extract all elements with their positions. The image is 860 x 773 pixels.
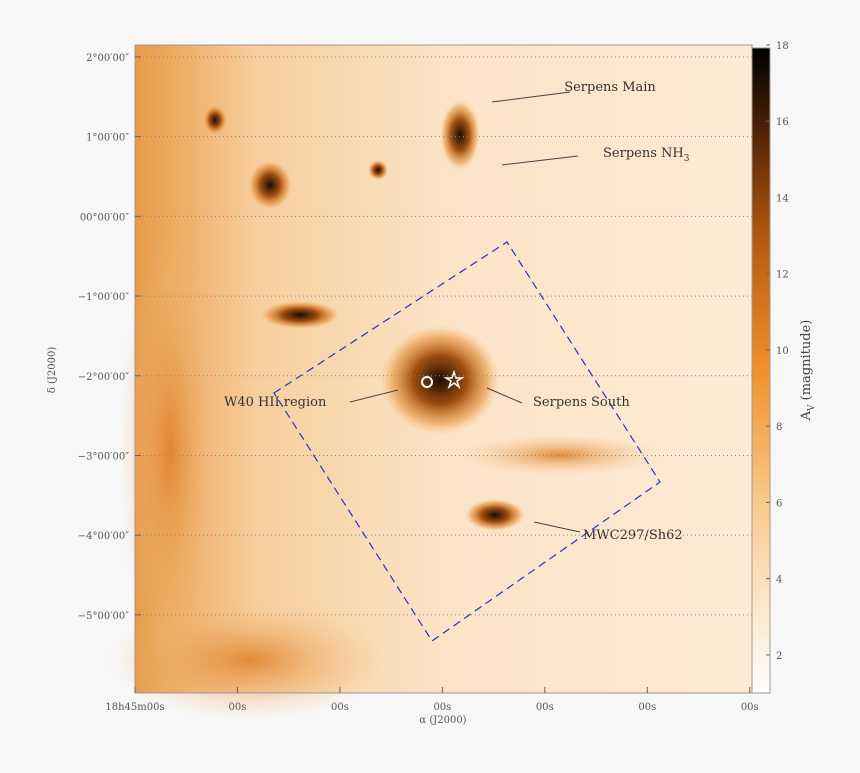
y-tick-label: −2°00′00″ (78, 372, 129, 383)
colorbar-tick-label: 12 (776, 270, 789, 281)
colorbar-tick-label: 4 (776, 575, 782, 586)
y-tick-label: 1°00′00″ (86, 133, 129, 144)
colorbar-tick-label: 16 (776, 117, 789, 128)
colorbar-tick-label: 2 (776, 651, 782, 662)
y-axis-label: δ (J2000) (47, 347, 58, 394)
y-tick-label: −4°00′00″ (78, 531, 129, 542)
x-tick-label: 00s (433, 702, 451, 713)
colorbar-label-sub: V (807, 404, 817, 412)
annotation: W40 HII region (224, 395, 327, 410)
x-tick-label: 00s (331, 702, 349, 713)
colorbar-label: AV (magnitude) (799, 320, 817, 422)
x-tick-label: 18h45m00s (105, 702, 164, 713)
annotation: Serpens South (533, 395, 630, 410)
annotation: Serpens NH3 (603, 146, 690, 164)
colorbar-tick-label: 6 (776, 498, 782, 509)
x-tick-label: 00s (536, 702, 554, 713)
arrows (349, 91, 581, 533)
colorbar (751, 47, 771, 694)
y-tick-label: 2°00′00″ (86, 53, 129, 64)
annotation: MWC297/Sh62 (583, 528, 683, 543)
colorbar-label-rest: (magnitude) (799, 320, 814, 405)
colorbar-tick-label: 10 (776, 346, 789, 357)
x-axis-label: α (J2000) (419, 715, 466, 726)
y-tick-label: −1°00′00″ (78, 292, 129, 303)
colorbar-tick-label: 14 (776, 193, 789, 204)
x-tick-label: 00s (741, 702, 759, 713)
y-tick-label: 00°00′00″ (80, 212, 129, 223)
extinction-map (110, 44, 753, 720)
colorbar-tick-label: 18 (776, 41, 789, 52)
annotation-text: Serpens NH (603, 146, 684, 161)
x-tick-label: 00s (229, 702, 247, 713)
colorbar-tick-label: 8 (776, 422, 782, 433)
annotation-sub: 3 (684, 154, 690, 164)
y-tick-label: −5°00′00″ (78, 611, 129, 622)
x-tick-label: 00s (638, 702, 656, 713)
grid (134, 56, 752, 693)
annotation: Serpens Main (564, 80, 656, 95)
colorbar-label-main: A (799, 410, 814, 421)
y-tick-label: −3°00′00″ (78, 451, 129, 462)
